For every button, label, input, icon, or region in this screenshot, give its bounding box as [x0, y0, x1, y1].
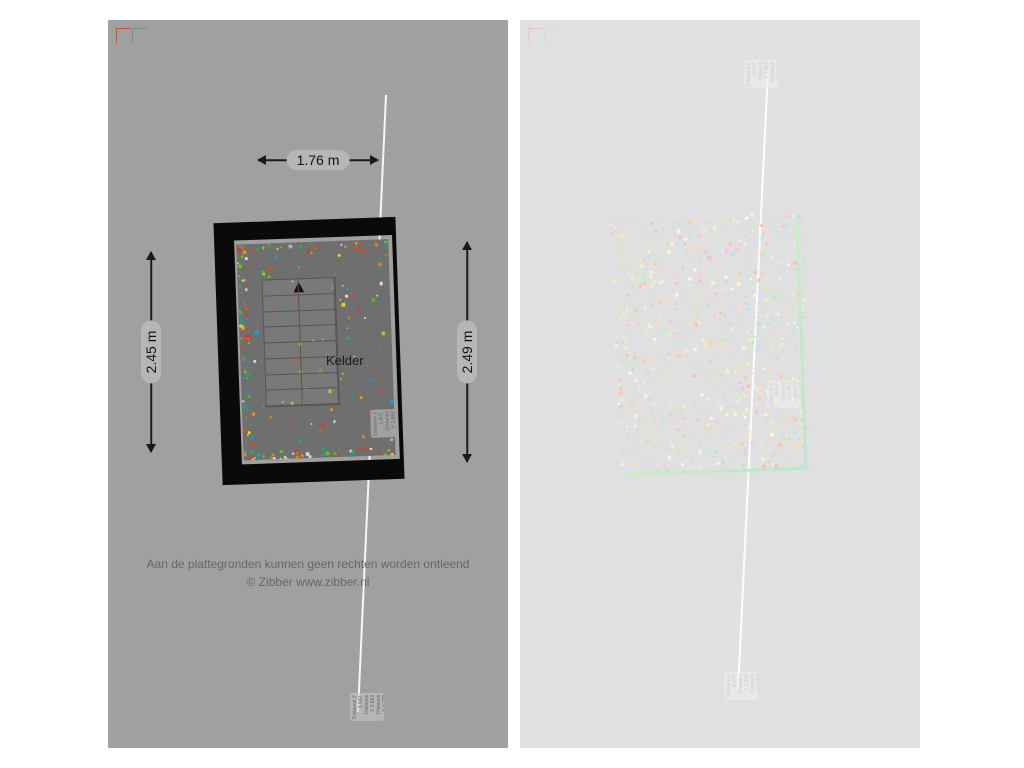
attribution-text: Aan de plattegronden kunnen geen rechten… — [108, 555, 508, 591]
scan-inner: ▲ Distance Z 1.947 Distance Y 2.862 Dist… — [236, 239, 395, 460]
measurement-readout: Distance Z 1.947 Distance Y 2.862 Distan… — [370, 409, 396, 438]
room-label: Kelder — [326, 353, 364, 368]
panel-scan-raw: Distance Z 1.947 Distance Y 2.862 Distan… — [520, 20, 920, 748]
registration-mark-icon — [528, 28, 543, 43]
pointcloud-icon — [611, 212, 810, 478]
dimension-width: 1.76 m — [258, 150, 378, 170]
dimension-value: 1.76 m — [287, 150, 350, 170]
dimension-value: 2.49 m — [457, 321, 477, 384]
measurement-readout: Distance Z 1.947 Distance Y 2.862 Distan… — [766, 380, 801, 409]
staircase-icon: ▲ — [261, 277, 339, 408]
measurement-readout: Distance Z 1.947 Distance Y 2.862 Distan… — [744, 60, 778, 88]
scan-region: Distance Z 1.947 Distance Y 2.862 Distan… — [611, 212, 810, 478]
measurement-readout: Distance Z 1.947 Distance Y 2.862 Distan… — [724, 672, 758, 700]
dimension-height-right: 2.49 m — [457, 242, 477, 462]
canvas: ▲ Distance Z 1.947 Distance Y 2.862 Dist… — [0, 0, 1024, 768]
scan-region: ▲ Distance Z 1.947 Distance Y 2.862 Dist… — [213, 217, 404, 485]
dimension-height-left: 2.45 m — [141, 252, 161, 452]
registration-mark-icon — [116, 28, 131, 43]
panel-floorplan: ▲ Distance Z 1.947 Distance Y 2.862 Dist… — [108, 20, 508, 748]
measurement-readout: Distance Z 1.947 Distance Y 2.862 Distan… — [350, 693, 384, 721]
attribution-line: © Zibber www.zibber.nl — [247, 575, 370, 589]
dimension-value: 2.45 m — [141, 321, 161, 384]
registration-mark-icon — [544, 28, 559, 43]
registration-mark-icon — [132, 28, 147, 43]
attribution-line: Aan de plattegronden kunnen geen rechten… — [147, 557, 470, 571]
